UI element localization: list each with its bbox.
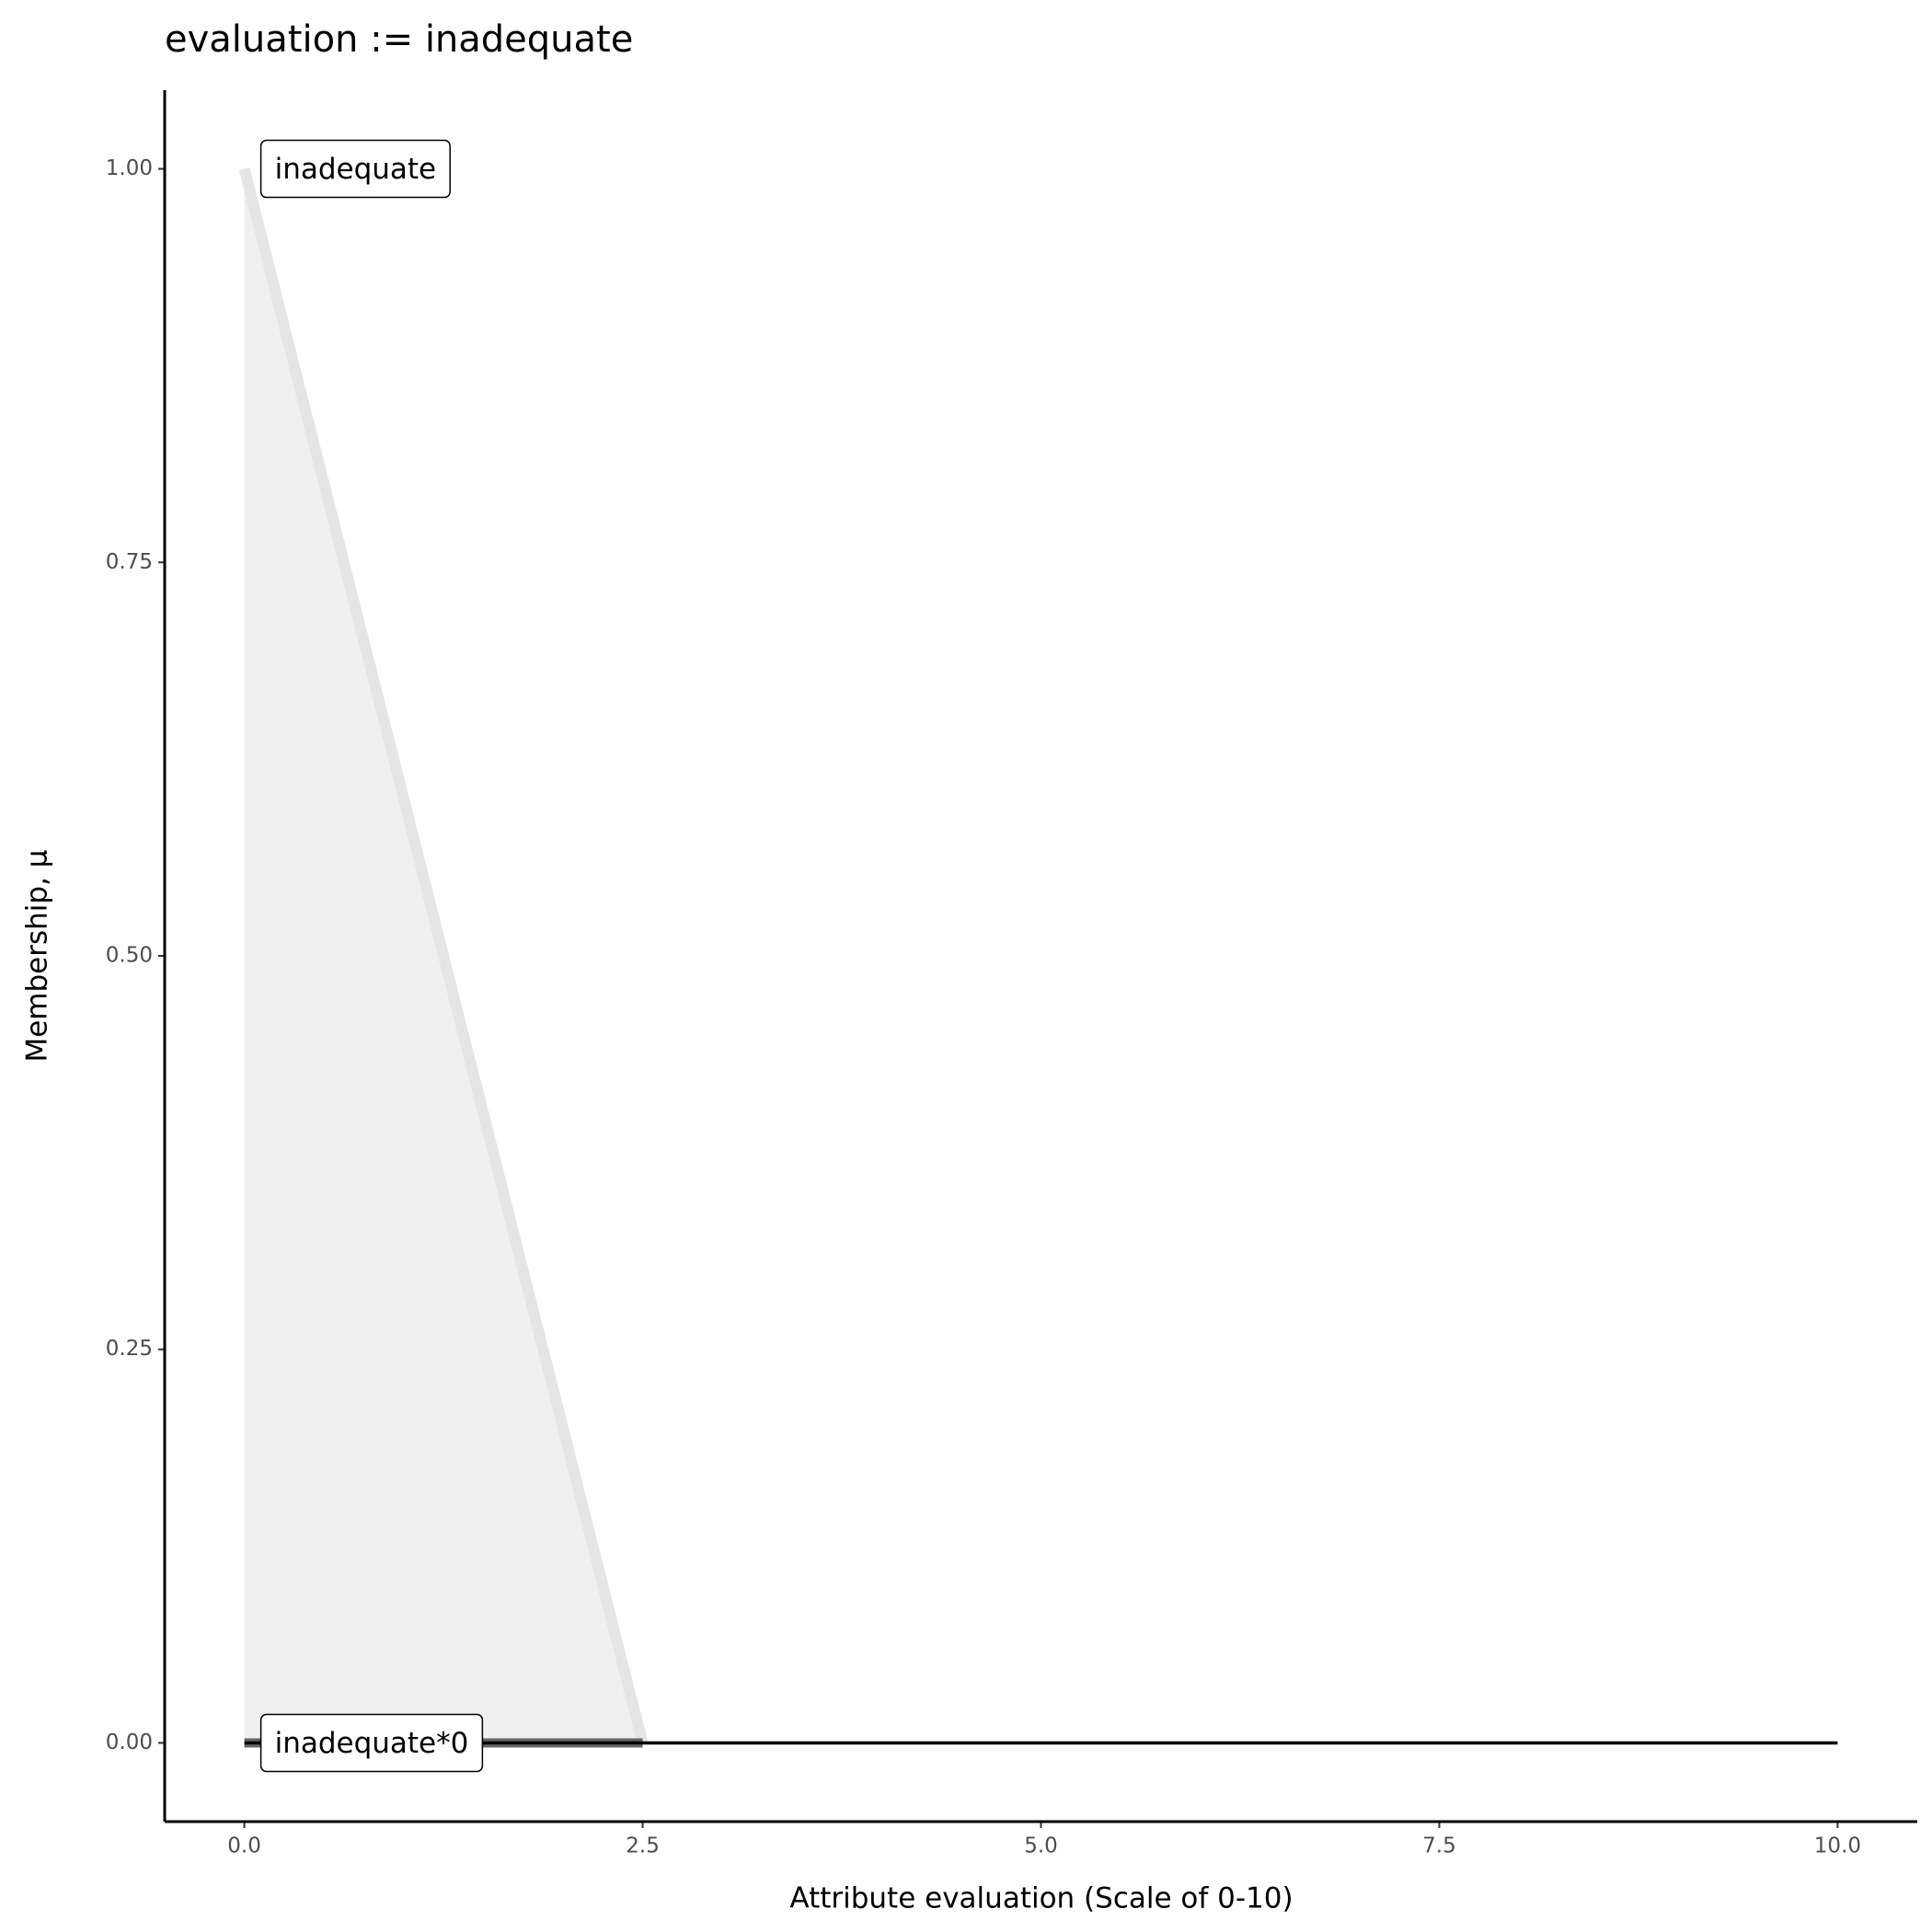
- x-tick-label: 2.5: [626, 1834, 660, 1858]
- y-tick-label: 0.75: [106, 550, 153, 574]
- x-tick-label: 0.0: [227, 1834, 261, 1858]
- y-tick-label: 0.50: [106, 944, 153, 968]
- label-box: [259, 139, 451, 199]
- line: [238, 167, 649, 1744]
- x-tick-label: 5.0: [1024, 1834, 1058, 1858]
- y-tick-label: 1.00: [106, 156, 153, 180]
- y-axis-title: Membership, μ: [21, 849, 54, 1062]
- label-text: inadequate*0: [275, 1727, 469, 1760]
- y-tick-label: 0.00: [106, 1731, 153, 1754]
- label-box: [259, 1713, 484, 1773]
- series-label: inadequate*0: [259, 1713, 484, 1773]
- x-axis-title: Attribute evaluation (Scale of 0-10): [789, 1882, 1293, 1915]
- series-label: inadequate: [259, 139, 451, 199]
- label-text: inadequate: [275, 153, 437, 186]
- x-tick-label: 7.5: [1422, 1834, 1456, 1858]
- chart-title: evaluation := inadequate: [165, 18, 633, 61]
- x-tick-label: 10.0: [1814, 1834, 1861, 1858]
- y-tick-label: 0.25: [106, 1337, 153, 1361]
